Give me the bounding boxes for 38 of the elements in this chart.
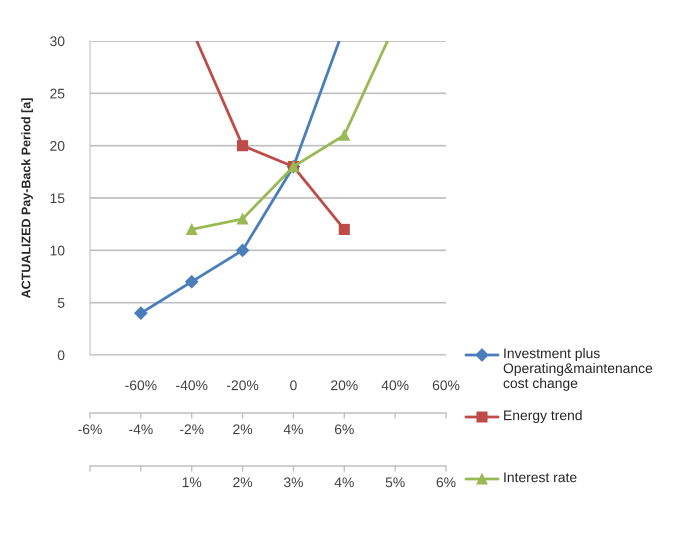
text: 6% [436, 477, 456, 488]
x-tick-label: 60% [432, 380, 460, 390]
y-tick-label: 5 [58, 298, 64, 308]
legend-label: Interest rate [504, 472, 576, 482]
point [134, 306, 148, 320]
legend-label: Energy trend [504, 410, 582, 423]
x-tick-label: -60% [125, 380, 157, 390]
text: -6% [78, 424, 102, 434]
point [338, 130, 350, 141]
point [338, 224, 350, 235]
text: 5% [386, 477, 405, 488]
x-tick-label: 0 [290, 380, 297, 390]
y-tick-label: 30 [50, 36, 64, 46]
text: 4% [334, 477, 354, 488]
x-tick-label: 40% [382, 380, 409, 390]
y-tick-label: 15 [50, 193, 64, 204]
text: -4% [129, 424, 153, 434]
text: 1% [182, 477, 202, 488]
text: 3% [284, 477, 303, 488]
y-tick-label: 10 [50, 246, 64, 256]
text: 2% [233, 477, 252, 488]
point [237, 140, 248, 152]
x-tick-label: 20% [331, 380, 358, 390]
point [185, 275, 198, 288]
point [237, 213, 248, 224]
legend-label: Investment plus Operating&maintenance cost change [504, 348, 652, 391]
text: 6% [334, 424, 354, 434]
text: -2% [180, 424, 204, 434]
y-tick-label: 0 [58, 350, 64, 360]
text: 4% [284, 424, 303, 434]
y-tick-label: 25 [50, 88, 64, 99]
x-tick-label: -20% [226, 380, 258, 390]
y-axis-title: ACTUALIZED Pay-Back Period [a] [21, 98, 33, 298]
x-tick-label: -40% [176, 380, 208, 390]
point [236, 244, 250, 257]
point [186, 224, 198, 235]
text: 2% [233, 424, 252, 434]
y-tick-label: 20 [50, 141, 64, 151]
